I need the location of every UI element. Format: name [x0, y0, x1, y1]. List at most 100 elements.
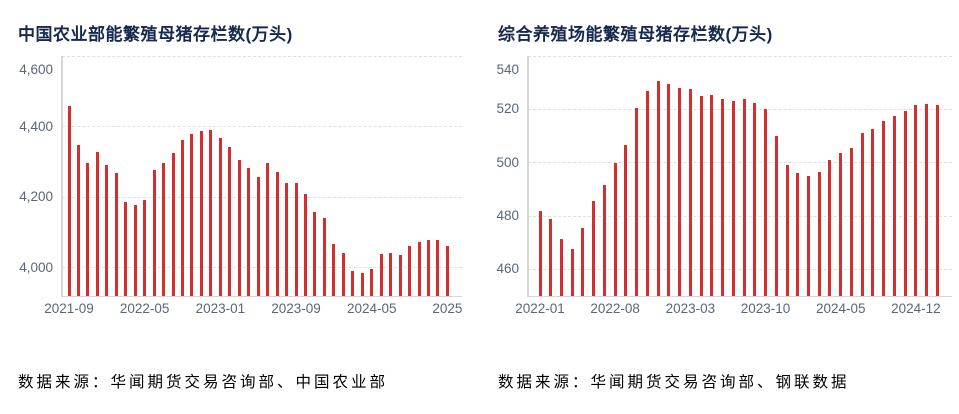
bar — [592, 201, 596, 296]
x-tick-label: 2023-01 — [195, 301, 246, 316]
x-axis-line — [527, 296, 952, 297]
gridline — [528, 108, 952, 110]
bar — [635, 108, 639, 296]
gridline — [62, 196, 462, 198]
bar — [360, 272, 364, 296]
bar — [199, 130, 203, 296]
y-tick-label: 500 — [496, 154, 519, 170]
bar — [408, 245, 412, 296]
bar — [860, 133, 864, 296]
bar — [370, 269, 374, 296]
bar — [322, 217, 326, 296]
bar — [209, 130, 213, 296]
bar — [341, 252, 345, 296]
bar — [114, 173, 118, 296]
bar — [247, 167, 251, 296]
plot-area: 4,000 4,200 4,400 4,600 2021-09 2022-05 2023-0… — [19, 55, 462, 316]
bar — [796, 173, 800, 296]
bar — [266, 163, 270, 296]
bar — [602, 185, 606, 296]
bar — [892, 116, 896, 296]
bar — [549, 218, 553, 296]
bar — [764, 109, 768, 296]
bar — [389, 253, 393, 296]
chart-panel-moa-sow-inventory: 中国农业部能繁殖母猪存栏数(万头) 4,000 4,200 4,400 4,600 20… — [0, 0, 479, 414]
bar — [871, 129, 875, 296]
bar — [624, 145, 628, 296]
x-tick-label: 2023-10 — [740, 301, 791, 316]
bar — [538, 210, 542, 296]
x-tick-label: 2024-05 — [346, 301, 397, 316]
chart-panel-farm-sow-inventory: 综合养殖场能繁殖母猪存栏数(万头) 460 480 500 520 540 2022-01… — [480, 0, 959, 414]
bar — [699, 96, 703, 296]
bar — [86, 163, 90, 296]
bar — [304, 193, 307, 296]
bar — [570, 249, 574, 296]
chart-title: 中国农业部能繁殖母猪存栏数(万头) — [18, 25, 293, 44]
bar — [379, 254, 383, 296]
bar — [721, 98, 725, 296]
x-tick-label: 2022-01 — [515, 301, 565, 316]
bar — [882, 121, 886, 296]
gridline — [62, 55, 462, 57]
x-tick-label: 2022-05 — [119, 301, 170, 316]
bar — [426, 239, 430, 296]
bar — [817, 172, 821, 296]
bar — [688, 89, 692, 296]
bar — [914, 105, 918, 296]
bar — [351, 270, 355, 296]
y-tick-label: 4,400 — [19, 118, 53, 134]
bar — [925, 104, 929, 296]
gridline — [62, 267, 462, 269]
bar — [445, 245, 449, 296]
bar — [162, 162, 166, 296]
bar — [143, 200, 147, 296]
bar — [181, 140, 185, 296]
bar — [656, 81, 660, 296]
data-source-note: 数据来源：华闻期货交易咨询部、钢联数据 — [498, 373, 850, 391]
bar — [785, 165, 789, 296]
bar — [742, 98, 746, 296]
bar — [171, 153, 175, 296]
bar — [190, 134, 194, 296]
x-tick-label: 2023-03 — [665, 301, 716, 316]
bar — [133, 205, 137, 296]
x-tick-label: 2022-08 — [590, 301, 640, 316]
bar — [95, 151, 99, 296]
gridline — [528, 215, 952, 217]
x-tick-label: 2025 — [432, 301, 463, 316]
data-source-note: 数据来源：华闻期货交易咨询部、中国农业部 — [18, 373, 389, 391]
bar — [67, 105, 71, 296]
y-tick-label: 480 — [496, 208, 519, 223]
x-tick-label: 2024-05 — [815, 301, 866, 316]
x-tick-label: 2021-09 — [44, 301, 94, 316]
bar — [256, 176, 260, 296]
y-axis-line — [61, 56, 63, 296]
bar — [124, 202, 128, 296]
bar — [398, 255, 402, 296]
bar — [828, 160, 832, 296]
chart-title: 综合养殖场能繁殖母猪存栏数(万头) — [498, 25, 773, 44]
bar — [581, 228, 585, 296]
x-axis-line — [61, 296, 462, 297]
bar — [849, 148, 853, 296]
bar — [731, 101, 735, 296]
bar — [152, 170, 156, 296]
gridline — [62, 126, 462, 128]
bar — [105, 165, 109, 296]
bar — [645, 90, 649, 296]
bar — [774, 136, 778, 296]
y-tick-label: 4,000 — [19, 259, 53, 275]
bar — [285, 182, 289, 296]
gridline — [528, 55, 952, 57]
y-tick-label: 520 — [496, 101, 519, 117]
bar — [903, 110, 907, 296]
bar — [275, 172, 279, 296]
y-tick-label: 460 — [496, 261, 519, 277]
x-tick-label: 2024-12 — [891, 301, 941, 316]
bar — [559, 238, 563, 296]
bar — [839, 153, 843, 296]
bar — [807, 176, 810, 296]
bar — [417, 242, 421, 296]
